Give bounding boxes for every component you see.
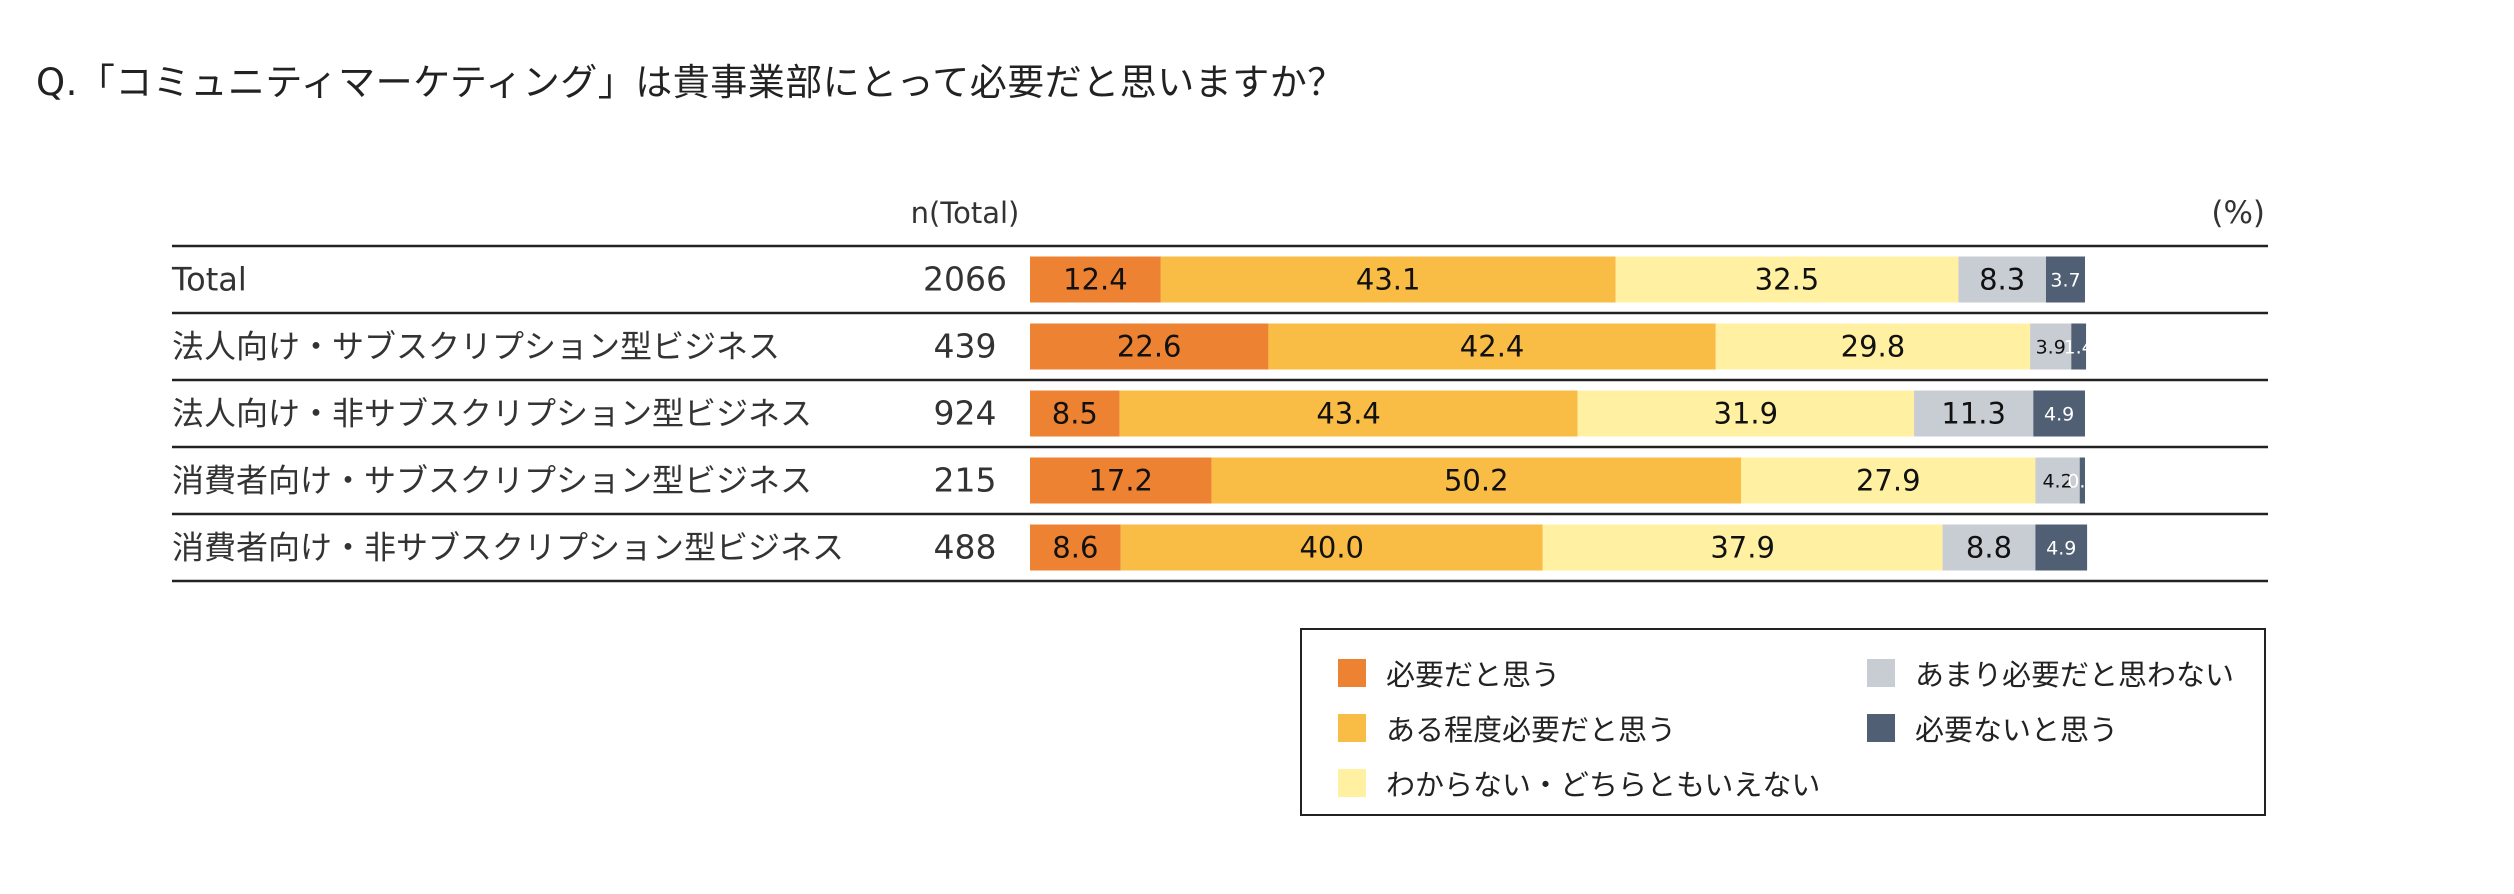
- legend-item: ある程度必要だと思う: [1338, 707, 1676, 749]
- bar-value-label: 31.9: [1714, 397, 1779, 431]
- bar-segment: [1030, 256, 1161, 303]
- bar-value-label: 40.0: [1299, 531, 1364, 565]
- bar-segment: [1030, 323, 1269, 370]
- bar-value-label: 8.6: [1052, 531, 1098, 565]
- bar-value-label: 8.3: [1979, 263, 2025, 297]
- legend-label: 必要だと思う: [1386, 658, 1561, 692]
- n-value: 924: [934, 394, 997, 433]
- bar-value-label: 3.9: [2036, 337, 2066, 359]
- bar-value-label: 27.9: [1856, 464, 1921, 498]
- bar-value-label: 42.4: [1460, 330, 1525, 364]
- bar-value-label: 12.4: [1063, 263, 1128, 297]
- bar-value-label: 37.9: [1710, 531, 1775, 565]
- n-value: 439: [934, 327, 997, 366]
- bar-segment: [1030, 457, 1212, 504]
- bar-value-label: 4.2: [2042, 471, 2072, 493]
- category-label: Total: [171, 261, 247, 299]
- legend-label: ある程度必要だと思う: [1386, 713, 1677, 747]
- bar-segment: [1741, 457, 2036, 504]
- bar-segment: [1942, 524, 2036, 571]
- question-title: Q.「コミュニティマーケティング」は貴事業部にとって必要だと思いますか？: [36, 61, 1345, 104]
- legend: 必要だと思う あまり必要だと思わないある程度必要だと思う 必要ないと思うわからない・…: [1300, 628, 2266, 816]
- bar-value-label: 11.3: [1941, 397, 2006, 431]
- bar-value-label: 43.1: [1356, 263, 1421, 297]
- bar-value-label: 22.6: [1117, 330, 1182, 364]
- legend-swatch: [1338, 714, 1366, 742]
- bar-value-label: 17.2: [1088, 464, 1153, 498]
- category-label: 法人向け・非サブスクリプション型ビジネス: [172, 395, 812, 433]
- bar-segment: [2079, 457, 2085, 504]
- n-value: 488: [934, 528, 997, 567]
- bar-value-label: 4.9: [2046, 538, 2076, 560]
- bar-segment: [1119, 390, 1578, 437]
- category-label: 消費者向け・非サブスクリプション型ビジネス: [172, 529, 844, 567]
- bar-segment: [2045, 256, 2085, 303]
- bar-segment: [2035, 524, 2088, 571]
- legend-item: わからない・どちらともいえない: [1338, 762, 1820, 804]
- legend-item: 必要だと思う: [1338, 652, 1560, 694]
- bar-segment: [1211, 457, 1742, 504]
- bar-segment: [2033, 390, 2085, 437]
- bar-value-label: 3.7: [2050, 270, 2080, 292]
- bar-segment: [1542, 524, 1943, 571]
- legend-swatch: [1338, 769, 1366, 797]
- bar-segment: [1268, 323, 1716, 370]
- bar-segment: [2071, 323, 2087, 370]
- category-label: 消費者向け・サブスクリプション型ビジネス: [172, 462, 812, 500]
- unit-label: (%): [2211, 195, 2265, 231]
- legend-label: わからない・どちらともいえない: [1386, 768, 1821, 802]
- legend-item: 必要ないと思う: [1867, 707, 2118, 749]
- bar-segment: [1615, 256, 1959, 303]
- legend-swatch: [1867, 659, 1895, 687]
- bar-segment: [1577, 390, 1915, 437]
- bar-value-label: 43.4: [1316, 397, 1381, 431]
- bar-segment: [1120, 524, 1543, 571]
- bar-value-label: 8.5: [1052, 397, 1098, 431]
- bar-segment: [1914, 390, 2034, 437]
- bar-value-label: 32.5: [1755, 263, 1820, 297]
- category-label: 法人向け・サブスクリプション型ビジネス: [172, 328, 780, 366]
- bar-segment: [1715, 323, 2031, 370]
- bar-segment: [1030, 524, 1121, 571]
- n-value: 2066: [923, 260, 1007, 299]
- legend-swatch: [1867, 714, 1895, 742]
- bar-value-label: 4.9: [2044, 404, 2074, 426]
- n-value: 215: [934, 461, 997, 500]
- legend-label: あまり必要だと思わない: [1915, 658, 2235, 692]
- bar-segment: [2035, 457, 2080, 504]
- bar-segment: [1958, 256, 2046, 303]
- bar-value-label: 8.8: [1966, 531, 2012, 565]
- legend-swatch: [1338, 659, 1366, 687]
- bar-segment: [2030, 323, 2072, 370]
- bar-value-label: 29.8: [1841, 330, 1906, 364]
- bar-value-label: 50.2: [1444, 464, 1509, 498]
- legend-label: 必要ないと思う: [1915, 713, 2119, 747]
- bar-value-label: 1.4: [2064, 337, 2094, 359]
- legend-item: あまり必要だと思わない: [1867, 652, 2234, 694]
- bar-segment: [1030, 390, 1120, 437]
- bar-segment: [1160, 256, 1616, 303]
- bar-value-label: 0.5: [2067, 471, 2097, 493]
- n-header: n(Total): [911, 196, 1020, 230]
